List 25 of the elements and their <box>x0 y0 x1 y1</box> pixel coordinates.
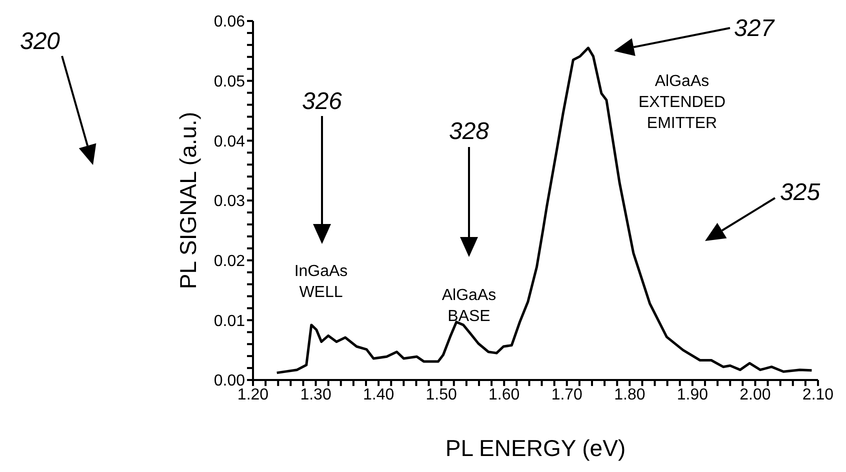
y-tick-label: 0.05 <box>214 74 246 91</box>
x-tick-label: 1.90 <box>676 386 708 404</box>
y-tick-label: 0.04 <box>214 133 246 150</box>
x-tick-label: 1.80 <box>614 386 646 404</box>
y-tick-label: 0.02 <box>214 253 246 270</box>
x-tick-label: 1.50 <box>426 386 458 404</box>
y-tick-label: 0.01 <box>214 312 246 330</box>
x-tick-label: 1.60 <box>488 386 520 404</box>
y-axis-title: PL SIGNAL (a.u.) <box>175 112 202 290</box>
annotation: AlGaAs EXTENDED EMITTER <box>638 73 726 132</box>
annotation: 327 <box>734 15 776 42</box>
x-axis-title: PL ENERGY (eV) <box>445 435 626 461</box>
x-tick-label: 2.10 <box>802 386 834 404</box>
annotation: InGaAs WELL <box>294 263 348 301</box>
y-tick-label: 0.06 <box>214 14 246 31</box>
annotation: 326 <box>302 88 343 115</box>
y-tick-label: 0.03 <box>214 193 246 210</box>
x-tick-label: 2.00 <box>740 386 771 404</box>
x-tick-label: 1.40 <box>362 386 394 404</box>
x-tick-label: 1.30 <box>300 386 332 404</box>
x-tick-label: 1.70 <box>551 386 583 404</box>
text: 320 <box>20 28 61 55</box>
annotation: AlGaAs BASE <box>442 287 496 325</box>
annotation: 325 <box>780 179 821 206</box>
annotation: 328 <box>448 118 490 145</box>
